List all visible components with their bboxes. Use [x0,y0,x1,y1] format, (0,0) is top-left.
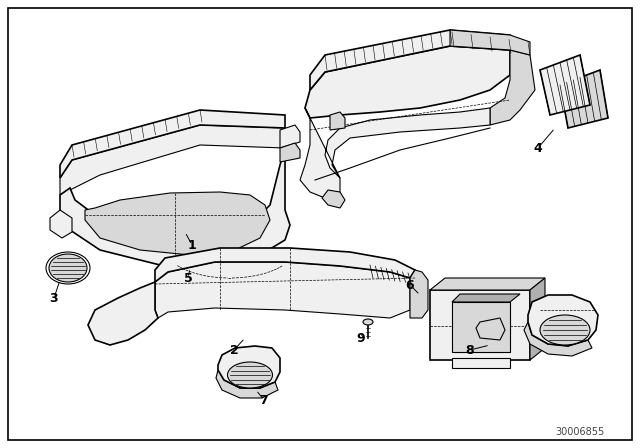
Text: 2: 2 [230,344,238,357]
Polygon shape [60,110,285,178]
Polygon shape [528,295,598,346]
Ellipse shape [227,362,273,388]
Polygon shape [280,125,300,148]
Polygon shape [155,262,410,318]
Text: 5: 5 [184,271,193,284]
Polygon shape [50,210,72,238]
Text: 8: 8 [466,344,474,357]
Polygon shape [540,55,590,115]
Polygon shape [155,248,415,282]
Polygon shape [430,278,545,290]
Polygon shape [524,322,592,356]
Polygon shape [430,290,530,360]
Text: 1: 1 [188,238,196,251]
Text: 9: 9 [356,332,365,345]
Polygon shape [452,358,510,368]
Polygon shape [530,278,545,360]
Polygon shape [490,50,535,125]
Text: 3: 3 [50,292,58,305]
Polygon shape [280,143,300,162]
Ellipse shape [49,254,87,282]
Ellipse shape [363,319,373,325]
Polygon shape [216,370,278,398]
Polygon shape [218,346,280,388]
Text: 7: 7 [260,393,268,406]
Polygon shape [452,294,520,302]
Polygon shape [88,282,158,345]
Polygon shape [330,112,345,130]
Polygon shape [410,270,428,318]
Polygon shape [305,46,510,118]
Polygon shape [60,148,290,265]
Polygon shape [300,108,490,198]
Text: 30006855: 30006855 [556,427,605,437]
Text: 6: 6 [406,279,414,292]
Polygon shape [560,70,608,128]
Polygon shape [450,30,530,55]
Polygon shape [476,318,505,340]
Polygon shape [310,30,510,90]
Polygon shape [322,190,345,208]
Ellipse shape [540,315,590,345]
Polygon shape [85,192,270,255]
Polygon shape [60,125,285,195]
Text: 4: 4 [534,142,542,155]
Polygon shape [452,302,510,352]
